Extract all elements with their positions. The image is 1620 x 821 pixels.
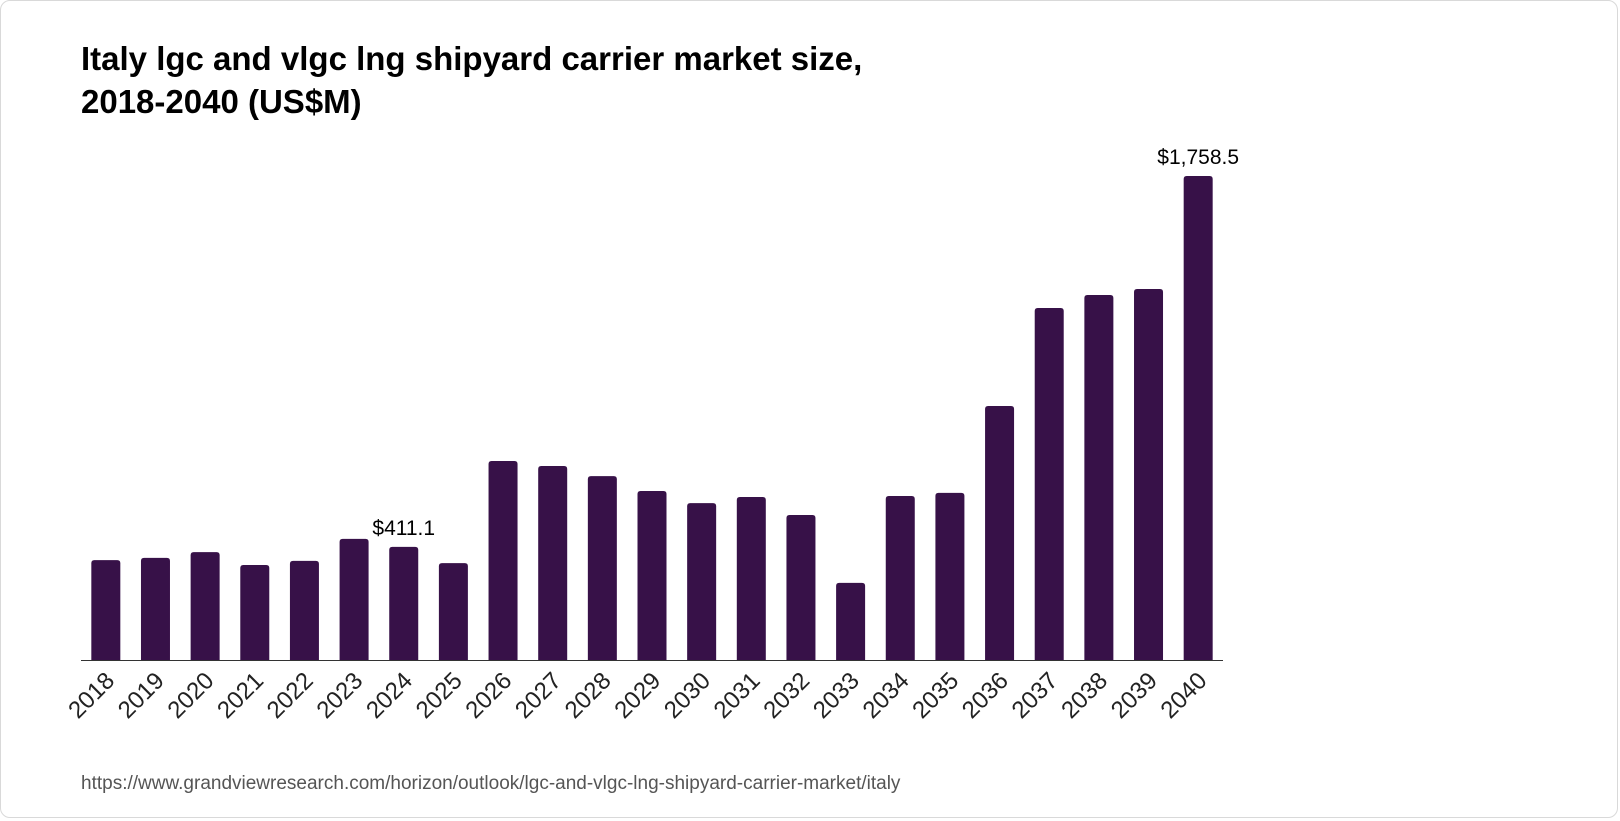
x-tick-label-2024: 2024	[361, 667, 418, 724]
bar-2037	[1034, 307, 1064, 660]
bars-group	[91, 176, 1213, 660]
x-tick-labels: 2018201920202021202220232024202520262027…	[63, 667, 1212, 724]
bar-2036	[985, 405, 1015, 660]
chart-title: Italy lgc and vlgc lng shipyard carrier …	[81, 37, 1081, 123]
bar-2021	[240, 565, 270, 660]
x-tick-label-2020: 2020	[163, 667, 220, 724]
x-tick-label-2032: 2032	[758, 667, 815, 724]
x-tick-label-2023: 2023	[311, 667, 368, 724]
bar-2023	[339, 538, 369, 660]
x-tick-label-2019: 2019	[113, 667, 170, 724]
x-tick-label-2033: 2033	[808, 667, 865, 724]
x-tick-label-2039: 2039	[1106, 667, 1163, 724]
x-tick-label-2031: 2031	[709, 667, 766, 724]
chart-title-line2: 2018-2040 (US$M)	[81, 83, 362, 120]
bar-2027	[538, 465, 568, 660]
data-labels: $411.1 $1,758.5	[372, 146, 1239, 540]
source-url: https://www.grandviewresearch.com/horizo…	[81, 773, 901, 794]
bar-2024	[389, 546, 419, 660]
x-tick-label-2026: 2026	[460, 667, 517, 724]
bar-2025	[438, 563, 468, 660]
x-tick-label-2027: 2027	[510, 667, 567, 724]
bar-2031	[736, 497, 766, 660]
data-label-2040: $1,758.5	[1157, 146, 1239, 169]
x-tick-label-2025: 2025	[411, 667, 468, 724]
data-label-2024: $411.1	[372, 517, 435, 540]
bar-2019	[140, 557, 170, 660]
bar-2018	[91, 560, 121, 660]
bar-2040	[1183, 176, 1213, 660]
x-tick-label-2022: 2022	[262, 667, 319, 724]
x-tick-label-2038: 2038	[1056, 667, 1113, 724]
x-tick-label-2034: 2034	[858, 667, 915, 724]
x-tick-label-2029: 2029	[609, 667, 666, 724]
x-tick-label-2036: 2036	[957, 667, 1014, 724]
bar-2038	[1084, 295, 1114, 660]
bar-2029	[637, 491, 667, 660]
bar-2026	[488, 461, 518, 660]
bar-2035	[935, 492, 965, 660]
bar-2033	[836, 582, 866, 660]
x-tick-label-2018: 2018	[63, 667, 120, 724]
bar-2028	[587, 476, 617, 660]
chart-title-line1: Italy lgc and vlgc lng shipyard carrier …	[81, 40, 863, 77]
bar-2030	[687, 503, 717, 660]
bar-2020	[190, 552, 220, 660]
bar-2034	[885, 495, 915, 660]
bar-2022	[289, 560, 319, 660]
bar-2032	[786, 514, 816, 660]
x-tick-label-2021: 2021	[212, 667, 269, 724]
x-tick-label-2037: 2037	[1007, 667, 1064, 724]
x-tick-label-2040: 2040	[1156, 667, 1213, 724]
x-tick-label-2030: 2030	[659, 667, 716, 724]
x-tick-label-2035: 2035	[907, 667, 964, 724]
x-tick-label-2028: 2028	[560, 667, 617, 724]
bar-2039	[1134, 288, 1164, 660]
